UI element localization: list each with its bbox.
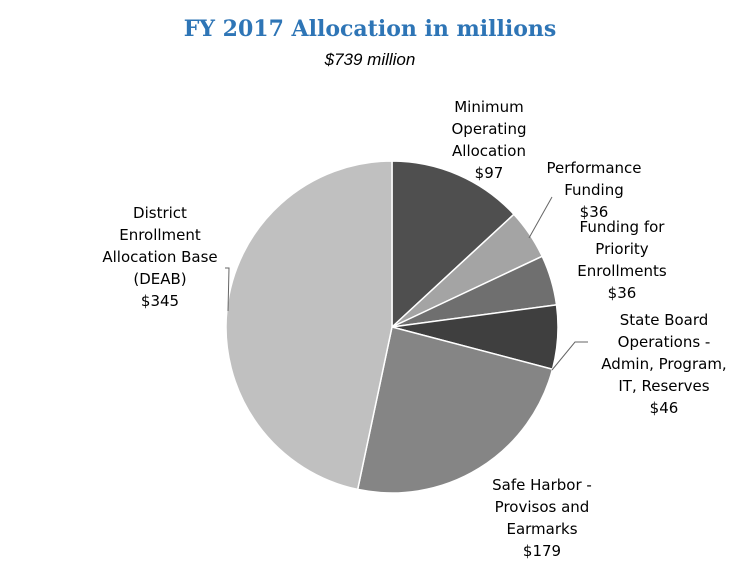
slice-label-line: Priority	[595, 240, 649, 258]
slice-label: District Enrollment Allocation Base (DEAB) $…	[102, 204, 217, 310]
slice-label-line: IT, Reserves	[618, 377, 709, 395]
slice-label-line: Minimum	[454, 98, 524, 116]
slice-label-line: Funding	[564, 181, 624, 199]
slice-label-line: District	[133, 204, 187, 222]
pie-slice	[356, 326, 554, 494]
pie-slice	[225, 160, 393, 491]
slice-label-line: Operations -	[618, 333, 711, 351]
leader-line	[528, 196, 553, 239]
slice-label-line: Safe Harbor -	[492, 476, 592, 494]
slice-label-line: Earmarks	[506, 520, 577, 538]
slice-label-line: $97	[475, 164, 504, 182]
slice-label-line: $36	[608, 284, 637, 302]
slice-label-line: Operating	[452, 120, 527, 138]
slice-label-line: Admin, Program,	[601, 355, 726, 373]
slice-label-line: $46	[650, 399, 679, 417]
slice-label-line: State Board	[620, 311, 709, 329]
slice-label-line: Allocation Base	[102, 248, 217, 266]
slice-label-line: Enrollment	[119, 226, 201, 244]
slice-label-line: Provisos and	[495, 498, 590, 516]
slice-label: State Board Operations - Admin, Program, IT…	[601, 311, 726, 417]
slice-label: Safe Harbor - Provisos and Earmarks $179	[492, 476, 592, 560]
slice-label: Funding for Priority Enrollments $36	[577, 218, 667, 302]
pie-slice	[391, 160, 515, 329]
slice-label: Minimum Operating Allocation $97	[452, 98, 527, 182]
slice-label-line: (DEAB)	[133, 270, 186, 288]
slice-label-line: $345	[141, 292, 179, 310]
leader-line	[551, 341, 588, 371]
chart-subtitle: $739 million	[324, 50, 416, 69]
slice-label-line: $36	[580, 203, 609, 221]
slice-label-line: Allocation	[452, 142, 526, 160]
slice-label-line: Funding for	[580, 218, 666, 236]
slice-label-line: $179	[523, 542, 561, 560]
slice-label-line: Enrollments	[577, 262, 667, 280]
chart-title: FY 2017 Allocation in millions	[183, 16, 557, 42]
slice-label: Performance Funding $36	[546, 159, 641, 221]
slice-label-line: Performance	[546, 159, 641, 177]
leader-line	[225, 267, 230, 312]
